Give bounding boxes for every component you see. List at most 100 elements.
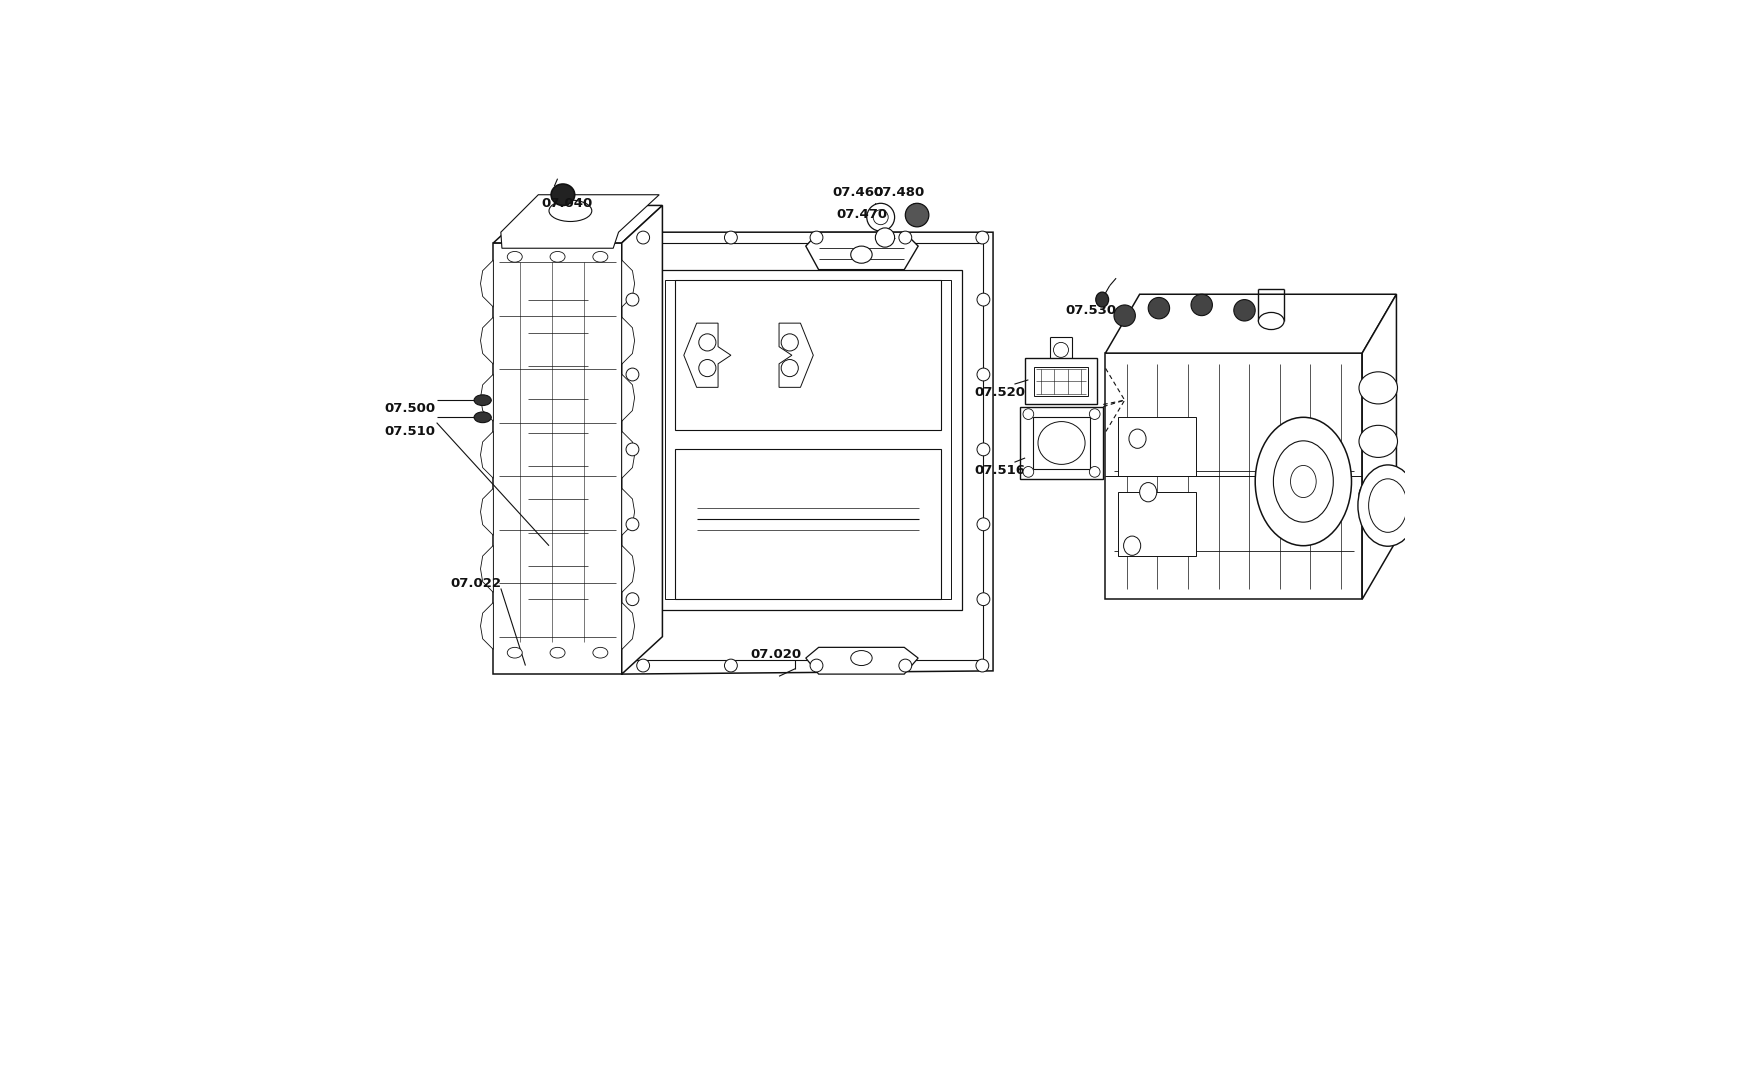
Polygon shape xyxy=(805,232,918,270)
Ellipse shape xyxy=(1369,479,1407,533)
Ellipse shape xyxy=(1139,483,1156,502)
Ellipse shape xyxy=(626,443,638,456)
Polygon shape xyxy=(683,323,730,387)
Ellipse shape xyxy=(1257,312,1283,330)
Ellipse shape xyxy=(723,659,737,672)
Ellipse shape xyxy=(1089,409,1099,419)
Polygon shape xyxy=(631,243,983,660)
Polygon shape xyxy=(1031,417,1090,469)
Ellipse shape xyxy=(1254,417,1351,546)
Ellipse shape xyxy=(1038,422,1085,464)
Polygon shape xyxy=(480,488,494,535)
Ellipse shape xyxy=(781,360,798,377)
Ellipse shape xyxy=(473,395,490,406)
Text: 07.470: 07.470 xyxy=(836,208,887,220)
Ellipse shape xyxy=(976,443,989,456)
Ellipse shape xyxy=(626,593,638,606)
Ellipse shape xyxy=(1096,292,1108,307)
Ellipse shape xyxy=(810,231,823,244)
Polygon shape xyxy=(1104,353,1362,599)
Polygon shape xyxy=(621,317,635,364)
Ellipse shape xyxy=(1358,479,1396,511)
Ellipse shape xyxy=(550,251,565,262)
Text: 07.500: 07.500 xyxy=(384,402,435,415)
Ellipse shape xyxy=(508,647,522,658)
Ellipse shape xyxy=(1148,297,1169,319)
Ellipse shape xyxy=(1358,426,1396,458)
Ellipse shape xyxy=(976,293,989,306)
Text: 07.020: 07.020 xyxy=(750,648,802,661)
Polygon shape xyxy=(1118,492,1196,556)
Ellipse shape xyxy=(899,231,911,244)
Polygon shape xyxy=(480,374,494,422)
Polygon shape xyxy=(1019,407,1103,479)
Ellipse shape xyxy=(550,200,591,221)
Ellipse shape xyxy=(1358,372,1396,404)
Text: 07.022: 07.022 xyxy=(450,577,501,590)
Polygon shape xyxy=(779,323,812,387)
Ellipse shape xyxy=(551,184,574,205)
Ellipse shape xyxy=(850,246,871,263)
Ellipse shape xyxy=(593,647,607,658)
Polygon shape xyxy=(675,280,941,430)
Ellipse shape xyxy=(810,659,823,672)
Polygon shape xyxy=(1033,367,1087,396)
Ellipse shape xyxy=(1023,467,1033,477)
Ellipse shape xyxy=(636,231,649,244)
Polygon shape xyxy=(1024,358,1096,404)
Ellipse shape xyxy=(1290,465,1315,498)
Ellipse shape xyxy=(508,251,522,262)
Ellipse shape xyxy=(550,647,565,658)
Ellipse shape xyxy=(850,651,871,666)
Ellipse shape xyxy=(1129,429,1146,448)
Ellipse shape xyxy=(1052,342,1068,357)
Polygon shape xyxy=(501,195,659,248)
Text: 07.520: 07.520 xyxy=(974,386,1026,399)
Polygon shape xyxy=(621,488,635,535)
Polygon shape xyxy=(480,317,494,364)
Text: 07.510: 07.510 xyxy=(384,425,435,438)
Polygon shape xyxy=(1104,294,1396,353)
Ellipse shape xyxy=(1123,536,1141,555)
Ellipse shape xyxy=(976,593,989,606)
Ellipse shape xyxy=(976,231,988,244)
Text: 07.516: 07.516 xyxy=(974,464,1026,477)
Polygon shape xyxy=(621,260,635,307)
Ellipse shape xyxy=(626,518,638,531)
Ellipse shape xyxy=(1273,441,1332,522)
Polygon shape xyxy=(621,374,635,422)
Polygon shape xyxy=(480,546,494,593)
Ellipse shape xyxy=(873,210,887,225)
Ellipse shape xyxy=(976,659,988,672)
Ellipse shape xyxy=(699,334,715,351)
Ellipse shape xyxy=(875,228,894,247)
Polygon shape xyxy=(621,602,635,649)
Polygon shape xyxy=(675,449,941,599)
Ellipse shape xyxy=(636,659,649,672)
Text: 07.530: 07.530 xyxy=(1066,304,1116,317)
Polygon shape xyxy=(480,260,494,307)
Polygon shape xyxy=(664,280,951,599)
Polygon shape xyxy=(805,647,918,674)
Ellipse shape xyxy=(781,334,798,351)
Polygon shape xyxy=(621,431,635,478)
Polygon shape xyxy=(480,431,494,478)
Text: 07.460: 07.460 xyxy=(831,186,883,199)
Ellipse shape xyxy=(626,368,638,381)
Ellipse shape xyxy=(626,293,638,306)
Ellipse shape xyxy=(899,659,911,672)
Ellipse shape xyxy=(976,518,989,531)
Polygon shape xyxy=(621,205,663,674)
Polygon shape xyxy=(1118,417,1196,476)
Ellipse shape xyxy=(1089,467,1099,477)
Text: 07.040: 07.040 xyxy=(541,197,593,210)
Ellipse shape xyxy=(723,231,737,244)
Ellipse shape xyxy=(699,360,715,377)
Polygon shape xyxy=(494,243,621,674)
Polygon shape xyxy=(654,270,962,610)
Ellipse shape xyxy=(593,251,607,262)
Ellipse shape xyxy=(904,203,929,227)
Text: 07.480: 07.480 xyxy=(873,186,923,199)
Polygon shape xyxy=(621,546,635,593)
Polygon shape xyxy=(621,232,993,674)
